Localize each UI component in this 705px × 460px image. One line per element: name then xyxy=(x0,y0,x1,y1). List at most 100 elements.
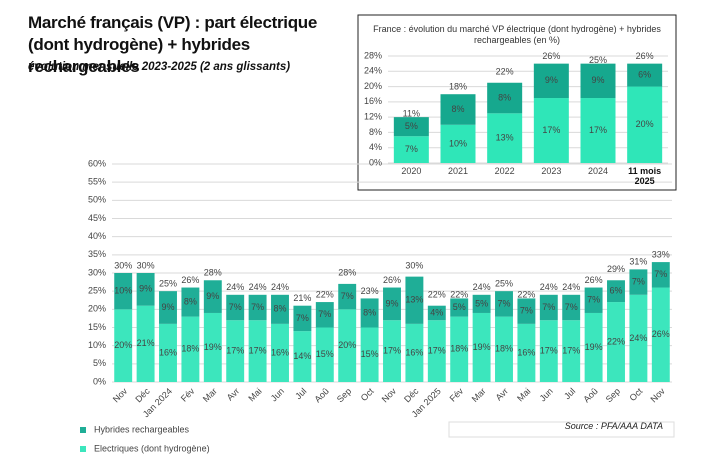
value-label: 9% xyxy=(385,298,398,308)
total-label: 24% xyxy=(473,282,491,292)
bar-segment xyxy=(607,302,625,382)
value-label: 17% xyxy=(249,345,267,355)
y-tick-label: 0% xyxy=(93,376,106,386)
y-tick-label: 50% xyxy=(88,195,106,205)
y-tick-label: 40% xyxy=(88,231,106,241)
total-label: 25% xyxy=(589,55,607,65)
value-label: 5% xyxy=(405,121,418,131)
value-label: 9% xyxy=(591,75,604,85)
bar-segment xyxy=(248,294,267,321)
source: Source : PFA/AAA DATA xyxy=(564,421,663,431)
bar-segment xyxy=(271,323,289,382)
value-label: 9% xyxy=(206,291,219,301)
value-label: 10% xyxy=(449,138,467,148)
value-label: 10% xyxy=(114,286,132,296)
value-label: 16% xyxy=(271,347,289,357)
x-tick-label: 2023 xyxy=(541,166,562,176)
y-tick-label: 20% xyxy=(88,304,106,314)
value-label: 17% xyxy=(540,345,558,355)
y-tick-label: 4% xyxy=(369,142,382,152)
bar-segment xyxy=(472,312,491,382)
bar-segment xyxy=(203,280,222,313)
total-label: 25% xyxy=(495,279,513,289)
total-label: 22% xyxy=(496,66,514,76)
value-label: 19% xyxy=(585,342,603,352)
bar-segment xyxy=(159,323,177,382)
bar-segment xyxy=(405,323,424,382)
total-label: 24% xyxy=(562,282,580,292)
y-tick-label: 24% xyxy=(364,66,382,76)
total-label: 22% xyxy=(517,289,535,299)
bar-segment xyxy=(607,280,625,303)
bar-segment xyxy=(651,262,670,288)
bar-segment xyxy=(580,98,616,163)
bar-segment xyxy=(487,113,523,163)
bar-segment xyxy=(580,63,616,99)
bar-segment xyxy=(450,298,469,317)
y-tick-label: 45% xyxy=(88,213,106,223)
x-tick-label: Sep xyxy=(335,386,353,404)
value-label: 17% xyxy=(542,125,560,135)
value-label: 7% xyxy=(520,306,533,316)
bar-segment xyxy=(450,316,469,382)
bar-segment xyxy=(248,320,267,382)
legend-swatch xyxy=(80,427,86,433)
value-label: 8% xyxy=(184,296,197,306)
value-label: 17% xyxy=(428,345,446,355)
value-label: 19% xyxy=(204,342,222,352)
x-tick-label: Déc xyxy=(402,386,421,405)
bar-segment xyxy=(405,276,424,324)
inset-title: France : évolution du marché VP électriq… xyxy=(373,24,661,45)
bar-segment xyxy=(440,124,476,163)
total-label: 24% xyxy=(540,282,558,292)
total-label: 26% xyxy=(181,275,199,285)
bar-segment xyxy=(393,117,429,137)
value-label: 13% xyxy=(405,295,423,305)
value-label: 17% xyxy=(226,345,244,355)
y-tick-label: 25% xyxy=(88,286,106,296)
value-label: 20% xyxy=(338,340,356,350)
value-label: 13% xyxy=(496,133,514,143)
bar-segment xyxy=(495,291,513,317)
bar-segment xyxy=(584,287,603,313)
x-tick-label: Avr xyxy=(225,386,242,403)
y-tick-label: 5% xyxy=(93,358,106,368)
y-tick-label: 0% xyxy=(369,157,382,167)
bar-segment xyxy=(226,294,245,321)
total-label: 25% xyxy=(159,279,177,289)
bar-segment xyxy=(440,94,476,125)
bar-segment xyxy=(487,82,523,114)
value-label: 7% xyxy=(405,144,418,154)
bar-segment xyxy=(181,287,200,317)
total-label: 26% xyxy=(542,51,560,61)
bar-segment xyxy=(136,305,155,382)
value-label: 5% xyxy=(475,298,488,308)
value-label: 16% xyxy=(517,347,535,357)
x-tick-label: Jun xyxy=(269,386,286,403)
total-label: 26% xyxy=(636,51,654,61)
value-label: 8% xyxy=(451,104,464,114)
bar-segment xyxy=(472,294,491,313)
x-tick-label: Mar xyxy=(470,386,488,404)
value-label: 24% xyxy=(629,333,647,343)
value-label: 20% xyxy=(114,340,132,350)
source-box xyxy=(448,421,675,438)
bar-segment xyxy=(562,320,581,382)
x-tick-label-box: 2020 xyxy=(401,166,421,176)
x-tick-label: Aoû xyxy=(312,386,330,404)
x-tick-label: Mar xyxy=(201,386,219,404)
x-tick-label: Mai xyxy=(515,386,532,403)
x-tick-label-box: 11 mois 2025 xyxy=(628,166,661,186)
bar-segment xyxy=(315,302,334,328)
y-tick-label: 30% xyxy=(88,267,106,277)
total-label: 26% xyxy=(383,275,401,285)
x-tick-label-box: 2022 xyxy=(495,166,515,176)
total-label: 26% xyxy=(585,275,603,285)
total-label: 22% xyxy=(450,289,468,299)
y-tick-label: 12% xyxy=(364,112,382,122)
value-label: 20% xyxy=(636,119,654,129)
value-label: 16% xyxy=(159,347,177,357)
x-tick-label: Fév xyxy=(448,386,466,404)
bar-segment xyxy=(517,323,536,382)
